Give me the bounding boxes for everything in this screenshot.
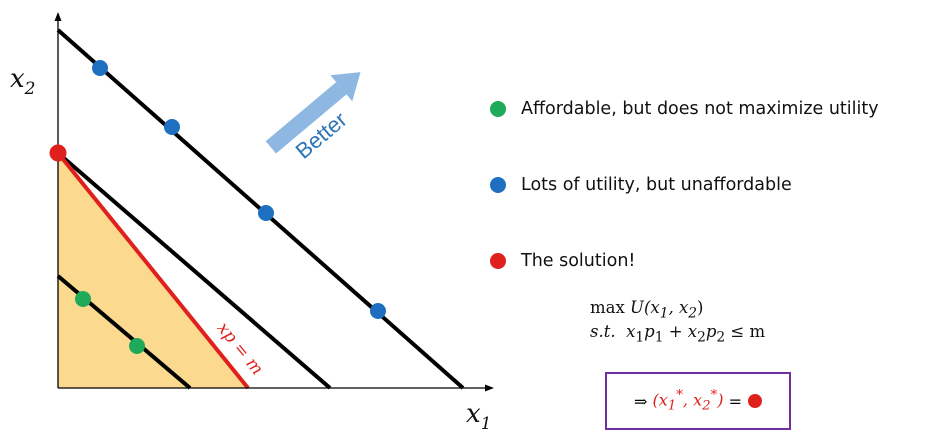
solution-point bbox=[49, 144, 67, 162]
solution-box: ⇒ (x1*, x2*) = bbox=[605, 372, 791, 430]
objective-formula: max U(x1, x2) bbox=[590, 298, 704, 322]
unaffordable-point bbox=[258, 205, 274, 221]
y-axis-arrowhead bbox=[54, 12, 62, 21]
legend-label: Affordable, but does not maximize utilit… bbox=[521, 99, 879, 119]
constraint-formula: s.t. x1p1 + x2p2 ≤ m bbox=[590, 322, 766, 346]
legend-item-unaffordable: Lots of utility, but unaffordable bbox=[490, 175, 792, 195]
red-dot-icon bbox=[748, 394, 763, 408]
legend-label: Lots of utility, but unaffordable bbox=[521, 175, 792, 195]
optimal-bundle: (x1*, x2*) bbox=[652, 388, 724, 414]
indifference-curve-optimal bbox=[56, 151, 332, 390]
budget-line bbox=[56, 151, 250, 390]
x-axis-arrowhead bbox=[485, 384, 494, 392]
legend-item-solution: The solution! bbox=[490, 251, 635, 271]
green-dot-icon bbox=[490, 101, 506, 117]
legend-label: The solution! bbox=[521, 251, 636, 271]
unaffordable-point bbox=[164, 119, 180, 135]
implies-symbol: ⇒ bbox=[633, 391, 648, 411]
unaffordable-point bbox=[370, 303, 386, 319]
legend-item-affordable: Affordable, but does not maximize utilit… bbox=[490, 99, 879, 119]
x-axis-label: x1 bbox=[466, 399, 492, 434]
unaffordable-point bbox=[92, 60, 108, 76]
y-axis-label: x2 bbox=[10, 64, 36, 99]
affordable-point bbox=[75, 291, 91, 307]
blue-dot-icon bbox=[490, 177, 506, 193]
better-arrow bbox=[265, 72, 361, 154]
red-dot-icon bbox=[490, 253, 506, 269]
affordable-point bbox=[129, 338, 145, 354]
